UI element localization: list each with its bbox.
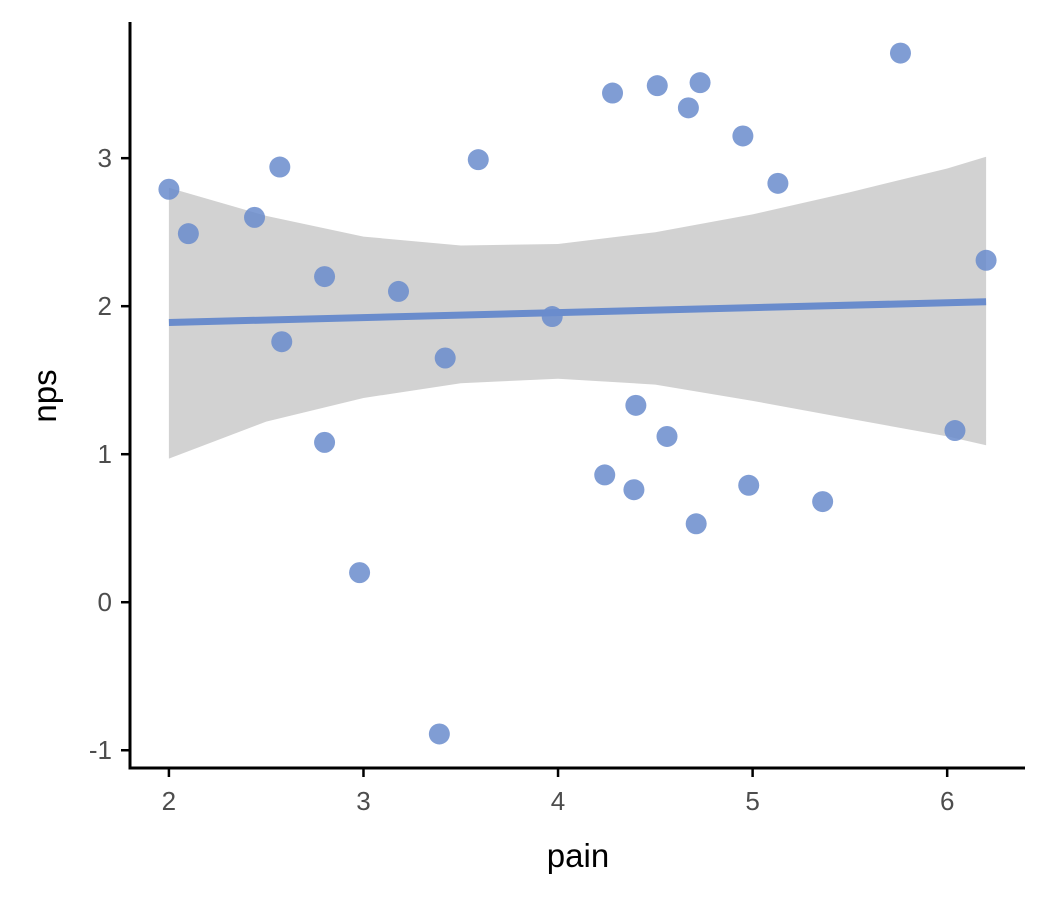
data-point [944,420,966,442]
data-point [689,72,711,94]
confidence-band-layer [168,156,987,459]
data-point [467,149,489,171]
data-points-layer [158,42,997,745]
data-point [434,347,456,369]
data-point [889,42,911,64]
data-point [646,75,668,97]
data-point [541,306,563,328]
y-tick-label: 2 [98,291,112,321]
data-point [685,513,707,535]
x-tick-label: 5 [745,786,759,816]
data-point [314,431,336,453]
data-point [428,723,450,745]
confidence-band [168,156,987,459]
regression-line [168,298,987,326]
regression-line-layer [168,298,987,326]
x-tick-label: 4 [551,786,565,816]
data-point [625,394,647,416]
data-point [767,172,789,194]
data-point [812,491,834,513]
data-point [677,97,699,119]
data-point [349,562,371,584]
y-tick-label: 3 [98,143,112,173]
data-point [158,178,180,200]
y-tick-label: 1 [98,439,112,469]
data-point [656,425,678,447]
data-point [269,156,291,178]
data-point [244,206,266,228]
x-tick-label: 6 [940,786,954,816]
data-point [271,331,293,353]
data-point [602,82,624,104]
data-point [177,223,199,245]
data-point [732,125,754,147]
data-point [314,266,336,288]
y-axis-title: nps [26,369,63,422]
y-tick-label: -1 [89,735,112,765]
axes-layer [128,22,1025,770]
x-tick-label: 3 [356,786,370,816]
x-axis-title: pain [547,837,609,874]
ticks-layer: 2 3 4 5 6 -1 0 1 2 3 [89,143,955,816]
data-point [623,479,645,501]
data-point [738,474,760,496]
data-point [388,280,409,302]
data-point [975,249,997,271]
y-tick-label: 0 [98,587,112,617]
x-tick-label: 2 [162,786,176,816]
data-point [594,464,616,486]
